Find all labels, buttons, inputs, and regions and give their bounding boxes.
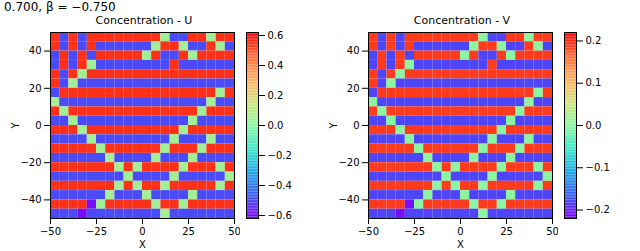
html-text:Concentration - U: Concentration - U bbox=[95, 14, 193, 27]
svg-text:−0.2: −0.2 bbox=[586, 204, 610, 215]
svg-text:40: 40 bbox=[347, 45, 360, 56]
svg-text:50: 50 bbox=[546, 226, 559, 237]
svg-text:0.2: 0.2 bbox=[586, 35, 602, 46]
svg-text:−25: −25 bbox=[86, 226, 107, 237]
svg-text:0.1: 0.1 bbox=[586, 77, 602, 88]
svg-text:−50: −50 bbox=[40, 226, 61, 237]
svg-text:−25: −25 bbox=[404, 226, 425, 237]
svg-text:−0.6: −0.6 bbox=[268, 210, 292, 221]
svg-text:0: 0 bbox=[139, 226, 145, 237]
svg-text:50: 50 bbox=[228, 226, 241, 237]
svg-text:−0.1: −0.1 bbox=[586, 162, 610, 173]
svg-text:0: 0 bbox=[35, 120, 41, 131]
svg-text:0.4: 0.4 bbox=[268, 60, 284, 71]
svg-text:0.0: 0.0 bbox=[586, 120, 602, 131]
svg-text:20: 20 bbox=[29, 83, 42, 94]
svg-text:20: 20 bbox=[347, 83, 360, 94]
svg-text:−0.4: −0.4 bbox=[268, 180, 292, 191]
svg-text:−0.2: −0.2 bbox=[268, 150, 292, 161]
svg-text:0.6: 0.6 bbox=[268, 30, 284, 41]
svg-text:X: X bbox=[457, 239, 464, 250]
html-text:0.700, β = −0.750: 0.700, β = −0.750 bbox=[4, 0, 116, 14]
svg-text:25: 25 bbox=[182, 226, 195, 237]
svg-text:0.2: 0.2 bbox=[268, 90, 284, 101]
svg-text:−40: −40 bbox=[20, 194, 41, 205]
svg-text:−20: −20 bbox=[20, 157, 41, 168]
svg-text:25: 25 bbox=[500, 226, 513, 237]
svg-text:Y: Y bbox=[328, 122, 339, 130]
svg-text:−20: −20 bbox=[338, 157, 359, 168]
html-text:Concentration - V: Concentration - V bbox=[413, 14, 511, 27]
svg-text:−40: −40 bbox=[338, 194, 359, 205]
svg-text:40: 40 bbox=[29, 45, 42, 56]
svg-text:0: 0 bbox=[353, 120, 359, 131]
svg-text:0.0: 0.0 bbox=[268, 120, 284, 131]
svg-text:−50: −50 bbox=[358, 226, 379, 237]
svg-text:Y: Y bbox=[10, 122, 21, 130]
svg-text:X: X bbox=[139, 239, 146, 250]
svg-text:0: 0 bbox=[457, 226, 463, 237]
